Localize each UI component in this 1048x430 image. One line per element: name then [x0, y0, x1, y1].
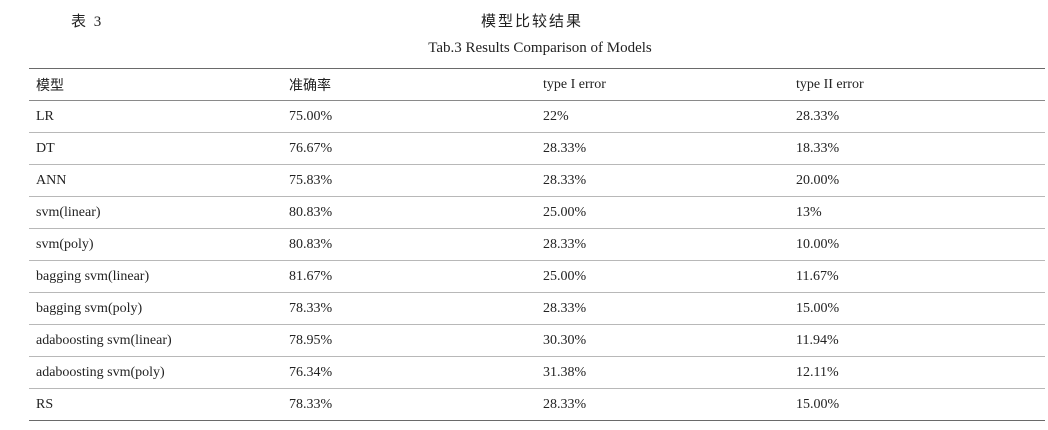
- cell-model: adaboosting svm(poly): [29, 356, 282, 389]
- cell-type-i-error: 28.33%: [536, 132, 789, 165]
- cell-model: LR: [29, 100, 282, 133]
- header-model: 模型: [29, 68, 282, 101]
- cell-type-i-error: 22%: [536, 100, 789, 133]
- cell-accuracy: 81.67%: [282, 260, 536, 293]
- cell-accuracy: 75.00%: [282, 100, 536, 133]
- table-row: bagging svm(poly) 78.33% 28.33% 15.00%: [29, 292, 1045, 325]
- cell-accuracy: 78.95%: [282, 324, 536, 357]
- cell-accuracy: 76.34%: [282, 356, 536, 389]
- cell-accuracy: 75.83%: [282, 164, 536, 197]
- header-type-ii-error: type II error: [789, 68, 1045, 101]
- table-title-chinese: 模型比较结果: [480, 14, 583, 30]
- table-row: LR 75.00% 22% 28.33%: [29, 100, 1045, 133]
- table-header: 模型 准确率 type I error type II error: [29, 68, 1045, 101]
- cell-type-i-error: 25.00%: [536, 260, 789, 293]
- cell-type-ii-error: 20.00%: [789, 164, 1045, 197]
- table-row: bagging svm(linear) 81.67% 25.00% 11.67%: [29, 260, 1045, 293]
- table-row: svm(poly) 80.83% 28.33% 10.00%: [29, 228, 1045, 261]
- table-row: svm(linear) 80.83% 25.00% 13%: [29, 196, 1045, 229]
- table-body: LR 75.00% 22% 28.33% DT 76.67% 28.33% 18…: [29, 100, 1045, 421]
- cell-type-i-error: 31.38%: [536, 356, 789, 389]
- table-label: 表 3: [71, 14, 104, 30]
- cell-accuracy: 78.33%: [282, 388, 536, 421]
- cell-model: bagging svm(linear): [29, 260, 282, 293]
- cell-type-i-error: 28.33%: [536, 164, 789, 197]
- cell-type-i-error: 28.33%: [536, 228, 789, 261]
- cell-model: bagging svm(poly): [29, 292, 282, 325]
- cell-type-ii-error: 13%: [789, 196, 1045, 229]
- table-row: adaboosting svm(linear) 78.95% 30.30% 11…: [29, 324, 1045, 357]
- cell-type-ii-error: 10.00%: [789, 228, 1045, 261]
- header-row: 模型 准确率 type I error type II error: [29, 68, 1045, 101]
- cell-model: svm(linear): [29, 196, 282, 229]
- cell-type-ii-error: 12.11%: [789, 356, 1045, 389]
- cell-type-i-error: 28.33%: [536, 292, 789, 325]
- cell-type-ii-error: 15.00%: [789, 388, 1045, 421]
- cell-model: ANN: [29, 164, 282, 197]
- header-type-i-error: type I error: [536, 68, 789, 101]
- cell-accuracy: 80.83%: [282, 228, 536, 261]
- cell-type-ii-error: 11.67%: [789, 260, 1045, 293]
- table-row: ANN 75.83% 28.33% 20.00%: [29, 164, 1045, 197]
- cell-type-ii-error: 15.00%: [789, 292, 1045, 325]
- header-accuracy: 准确率: [282, 68, 536, 101]
- cell-type-i-error: 28.33%: [536, 388, 789, 421]
- cell-accuracy: 76.67%: [282, 132, 536, 165]
- table-row: DT 76.67% 28.33% 18.33%: [29, 132, 1045, 165]
- cell-type-ii-error: 28.33%: [789, 100, 1045, 133]
- table-title-english: Tab.3 Results Comparison of Models: [428, 40, 652, 56]
- cell-model: DT: [29, 132, 282, 165]
- cell-type-i-error: 30.30%: [536, 324, 789, 357]
- table-row: RS 78.33% 28.33% 15.00%: [29, 388, 1045, 421]
- cell-model: adaboosting svm(linear): [29, 324, 282, 357]
- cell-type-ii-error: 18.33%: [789, 132, 1045, 165]
- cell-type-i-error: 25.00%: [536, 196, 789, 229]
- cell-model: RS: [29, 388, 282, 421]
- cell-accuracy: 80.83%: [282, 196, 536, 229]
- results-comparison-table: 模型 准确率 type I error type II error LR 75.…: [29, 68, 1045, 421]
- table-row: adaboosting svm(poly) 76.34% 31.38% 12.1…: [29, 356, 1045, 389]
- cell-model: svm(poly): [29, 228, 282, 261]
- cell-type-ii-error: 11.94%: [789, 324, 1045, 357]
- cell-accuracy: 78.33%: [282, 292, 536, 325]
